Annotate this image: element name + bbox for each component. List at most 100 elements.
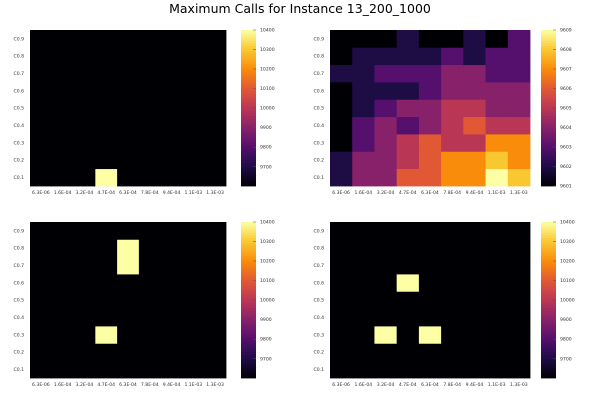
colorbar-tick-label: 9800: [260, 145, 272, 151]
colorbar-segment: [541, 97, 556, 101]
colorbar-segment: [541, 255, 556, 259]
heatmap-cell: [352, 343, 375, 362]
heatmap-cell: [463, 343, 486, 362]
heatmap-cell: [30, 326, 53, 344]
y-tick-label: C0.2: [13, 158, 24, 164]
colorbar-segment: [241, 266, 256, 270]
y-tick-label: C0.1: [313, 367, 324, 373]
heatmap-cell: [95, 308, 118, 327]
heatmap-cell: [160, 256, 183, 275]
colorbar-tick-label: 9900: [560, 317, 572, 323]
x-tick-label: 3.2E-04: [377, 382, 395, 388]
colorbar-segment: [241, 66, 256, 70]
heatmap-cell: [463, 308, 486, 327]
colorbar-segment: [241, 160, 256, 163]
heatmap-cell: [51, 116, 74, 135]
colorbar-segment: [241, 315, 256, 319]
x-tick-label: 4.7E-04: [97, 382, 115, 388]
y-tick-label: C0.2: [13, 350, 24, 356]
heatmap-cell: [182, 64, 205, 83]
colorbar-segment: [241, 284, 256, 288]
colorbar-segment: [241, 141, 256, 145]
colorbar-segment: [241, 359, 256, 363]
colorbar-segment: [241, 76, 256, 80]
colorbar-segment: [241, 92, 256, 96]
x-tick-label: 4.7E-04: [399, 190, 417, 196]
colorbar-segment: [541, 141, 556, 145]
heatmap-cell: [507, 47, 531, 66]
colorbar-segment: [541, 144, 556, 148]
x-tick-label: 6.3E-04: [421, 190, 439, 196]
x-tick-label: 1.6E-04: [54, 190, 72, 196]
colorbar-segment: [541, 32, 556, 36]
x-tick-label: 1.6E-04: [354, 190, 372, 196]
heatmap-cell: [418, 222, 442, 240]
heatmap-cell: [352, 360, 375, 379]
figure-title: Maximum Calls for Instance 13_200_1000: [169, 1, 431, 16]
colorbar-segment: [541, 274, 556, 277]
heatmap-cell: [418, 360, 442, 379]
colorbar-segment: [241, 294, 256, 298]
heatmap-cell: [418, 308, 442, 327]
colorbar-segment: [541, 48, 556, 52]
colorbar-segment: [241, 232, 256, 236]
colorbar-segment: [541, 300, 556, 303]
heatmap-cell: [485, 308, 509, 327]
colorbar-segment: [541, 339, 556, 342]
y-tick-label: C0.6: [313, 88, 324, 94]
colorbar-segment: [241, 349, 256, 353]
colorbar-segment: [241, 354, 256, 358]
y-tick-label: C0.3: [313, 140, 324, 146]
heatmap-cell: [117, 47, 140, 66]
heatmap-cell: [51, 64, 74, 83]
heatmap-cell: [160, 291, 183, 310]
y-tick-label: C0.7: [313, 71, 324, 77]
heatmap-cell: [138, 64, 162, 83]
heatmap-cell: [73, 99, 96, 118]
colorbar-segment: [241, 341, 256, 345]
colorbar-segment: [541, 95, 556, 98]
heatmap-cell: [330, 222, 353, 240]
colorbar-segment: [241, 69, 256, 72]
colorbar-tick-label: 10400: [560, 220, 575, 226]
colorbar-tick-label: 10300: [260, 239, 275, 245]
y-tick-label: C0.4: [313, 315, 324, 321]
heatmap-cell: [117, 360, 140, 379]
colorbar-segment: [541, 281, 556, 285]
heatmap-cell: [204, 30, 227, 48]
heatmap-cell: [117, 99, 140, 118]
colorbar-segment: [241, 300, 256, 303]
colorbar-tick-label: 10300: [560, 239, 575, 245]
heatmap-cell: [204, 274, 227, 292]
heatmap-cell: [507, 256, 531, 275]
colorbar-segment: [241, 56, 256, 59]
heatmap-cell: [418, 30, 442, 48]
colorbar-segment: [541, 71, 556, 75]
heatmap-cell: [204, 47, 227, 66]
heatmap-cell: [352, 151, 375, 170]
colorbar-segment: [541, 240, 556, 244]
heatmap-cell: [95, 116, 118, 135]
heatmap-cell: [330, 343, 353, 362]
heatmap-cell: [51, 82, 74, 100]
heatmap-cell: [352, 134, 375, 152]
heatmap-cell: [418, 239, 442, 258]
heatmap-cell: [330, 168, 353, 187]
colorbar-segment: [241, 100, 256, 104]
heatmap-cell: [73, 256, 96, 275]
colorbar-segment: [541, 121, 556, 124]
colorbar-segment: [241, 229, 256, 233]
heatmap-cell: [396, 30, 420, 48]
heatmap-cell: [30, 308, 53, 327]
heatmap-cell: [352, 99, 375, 118]
heatmap-cell: [95, 168, 118, 187]
heatmap-cell: [441, 360, 464, 379]
heatmap-cell: [73, 134, 96, 152]
x-tick-label: 6.3E-04: [119, 190, 137, 196]
heatmap-cell: [463, 99, 486, 118]
colorbar-segment: [241, 152, 256, 156]
heatmap-cell: [374, 343, 398, 362]
heatmap-cell: [117, 82, 140, 100]
heatmap-cell: [30, 47, 53, 66]
heatmap-cell: [95, 326, 118, 344]
